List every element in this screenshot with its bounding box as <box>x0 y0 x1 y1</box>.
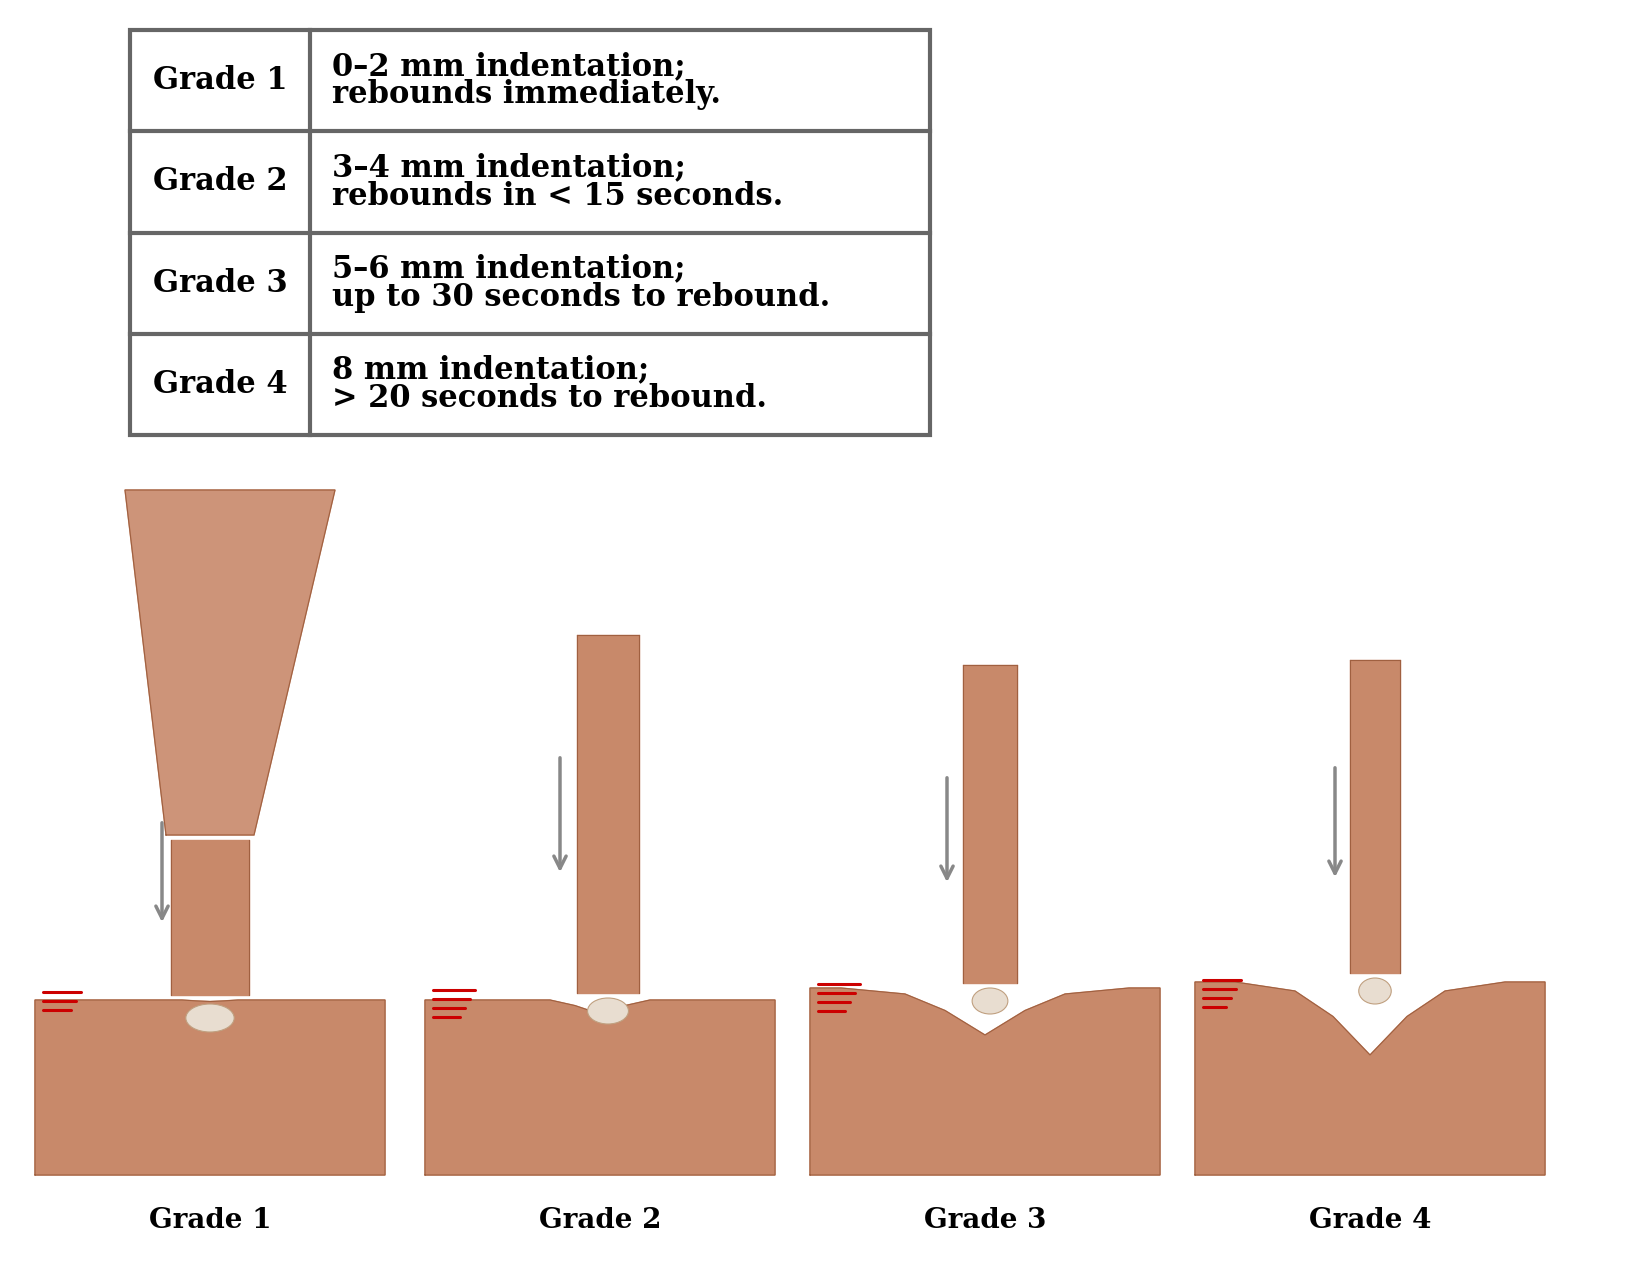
Polygon shape <box>810 988 1160 1176</box>
Text: rebounds in < 15 seconds.: rebounds in < 15 seconds. <box>332 181 784 212</box>
Ellipse shape <box>972 988 1008 1014</box>
Polygon shape <box>125 490 335 835</box>
Bar <box>130 31 931 435</box>
Text: Grade 3: Grade 3 <box>924 1206 1046 1233</box>
Text: Grade 1: Grade 1 <box>148 1206 271 1233</box>
Text: > 20 seconds to rebound.: > 20 seconds to rebound. <box>332 382 767 414</box>
Text: Grade 3: Grade 3 <box>152 268 287 298</box>
Polygon shape <box>1195 982 1544 1176</box>
Ellipse shape <box>1358 978 1391 1003</box>
Polygon shape <box>35 1000 384 1176</box>
Ellipse shape <box>587 998 629 1024</box>
Text: 3–4 mm indentation;: 3–4 mm indentation; <box>332 152 686 184</box>
Text: 0–2 mm indentation;: 0–2 mm indentation; <box>332 51 686 82</box>
Bar <box>130 31 931 435</box>
Text: Grade 4: Grade 4 <box>1308 1206 1431 1233</box>
Text: rebounds immediately.: rebounds immediately. <box>332 79 721 111</box>
Text: 5–6 mm indentation;: 5–6 mm indentation; <box>332 254 685 284</box>
Text: Grade 2: Grade 2 <box>540 1206 662 1233</box>
Ellipse shape <box>186 1003 234 1031</box>
Text: Grade 2: Grade 2 <box>153 166 287 198</box>
Text: Grade 1: Grade 1 <box>153 65 287 96</box>
Text: up to 30 seconds to rebound.: up to 30 seconds to rebound. <box>332 282 830 312</box>
Text: 8 mm indentation;: 8 mm indentation; <box>332 354 648 386</box>
Polygon shape <box>426 1000 776 1176</box>
Text: Grade 4: Grade 4 <box>153 368 287 400</box>
